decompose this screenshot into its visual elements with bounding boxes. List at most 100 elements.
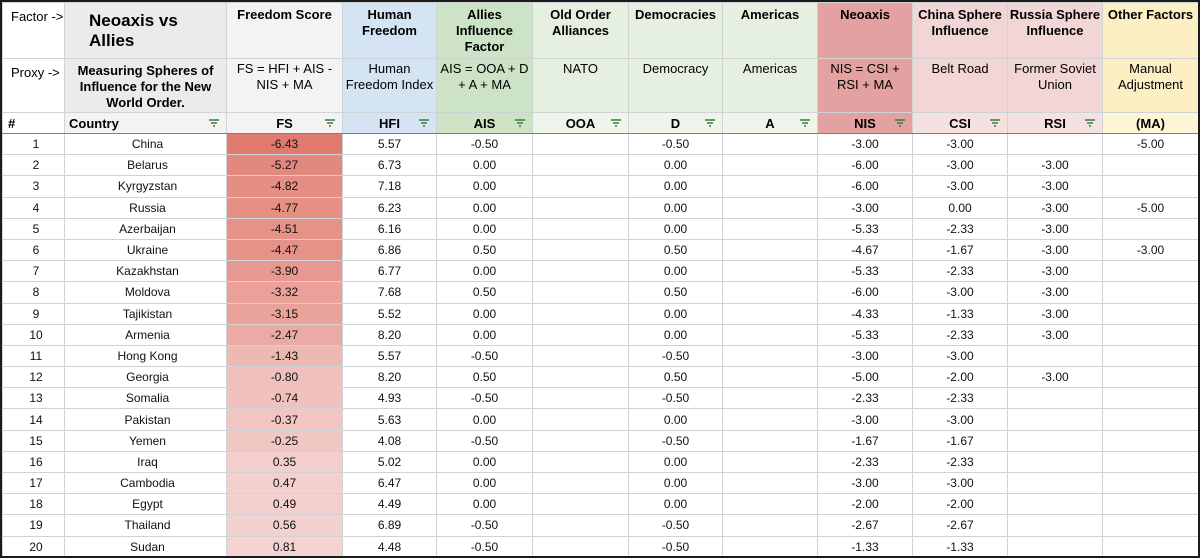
csi-cell[interactable]: -2.33 <box>912 323 1008 346</box>
nis-cell[interactable]: -6.00 <box>817 281 913 304</box>
ooa-cell[interactable] <box>532 154 629 177</box>
country-cell[interactable]: Ukraine <box>64 238 227 262</box>
proxy-fs[interactable]: FS = HFI + AIS - NIS + MA <box>226 58 343 113</box>
row-number[interactable]: 14 <box>2 408 65 431</box>
a-cell[interactable] <box>722 302 818 325</box>
nis-cell[interactable]: -2.00 <box>817 493 913 516</box>
csi-cell[interactable]: -2.33 <box>912 450 1008 474</box>
fs-cell[interactable]: -5.27 <box>226 154 343 177</box>
ma-cell[interactable] <box>1102 429 1198 452</box>
fs-cell[interactable]: 0.81 <box>226 535 343 556</box>
a-cell[interactable] <box>722 154 818 177</box>
ooa-cell[interactable] <box>532 344 629 368</box>
a-header[interactable]: A <box>722 112 818 134</box>
proxy-csi[interactable]: Belt Road <box>912 58 1008 113</box>
a-cell[interactable] <box>722 175 818 198</box>
fs-cell[interactable]: -0.80 <box>226 366 343 389</box>
fs-cell[interactable]: -0.74 <box>226 387 343 410</box>
row-number[interactable]: 4 <box>2 196 65 219</box>
a-cell[interactable] <box>722 260 818 283</box>
fs-cell[interactable]: -6.43 <box>226 132 343 156</box>
a-cell[interactable] <box>722 238 818 262</box>
country-cell[interactable]: Iraq <box>64 450 227 474</box>
rsi-cell[interactable]: -3.00 <box>1007 281 1103 304</box>
fs-cell[interactable]: -3.32 <box>226 281 343 304</box>
factor-a[interactable]: Americas <box>722 2 818 59</box>
proxy-d[interactable]: Democracy <box>628 58 723 113</box>
row-number[interactable]: 3 <box>2 175 65 198</box>
hfi-cell[interactable]: 6.16 <box>342 217 437 240</box>
ooa-cell[interactable] <box>532 281 629 304</box>
fs-cell[interactable]: 0.49 <box>226 493 343 516</box>
nis-cell[interactable]: -1.67 <box>817 429 913 452</box>
csi-cell[interactable]: -2.33 <box>912 387 1008 410</box>
country-cell[interactable]: Azerbaijan <box>64 217 227 240</box>
hfi-cell[interactable]: 7.68 <box>342 281 437 304</box>
rsi-cell[interactable]: -3.00 <box>1007 260 1103 283</box>
row-number[interactable]: 20 <box>2 535 65 556</box>
ais-cell[interactable]: 0.00 <box>436 408 533 431</box>
filter-icon[interactable] <box>1084 118 1096 128</box>
nis-cell[interactable]: -4.33 <box>817 302 913 325</box>
rsi-cell[interactable]: -3.00 <box>1007 366 1103 389</box>
ooa-cell[interactable] <box>532 514 629 537</box>
proxy-nis[interactable]: NIS = CSI + RSI + MA <box>817 58 913 113</box>
row-number[interactable]: 5 <box>2 217 65 240</box>
country-cell[interactable]: Moldova <box>64 281 227 304</box>
ma-cell[interactable] <box>1102 281 1198 304</box>
a-cell[interactable] <box>722 366 818 389</box>
hfi-cell[interactable]: 5.57 <box>342 344 437 368</box>
ma-cell[interactable] <box>1102 344 1198 368</box>
country-cell[interactable]: Hong Kong <box>64 344 227 368</box>
filter-icon[interactable] <box>208 118 220 128</box>
ooa-cell[interactable] <box>532 429 629 452</box>
sheet-subtitle[interactable]: Measuring Spheres of Influence for the N… <box>64 58 227 113</box>
ais-cell[interactable]: 0.00 <box>436 260 533 283</box>
country-cell[interactable]: Sudan <box>64 535 227 556</box>
a-cell[interactable] <box>722 535 818 556</box>
sheet-title[interactable]: Neoaxis vs Allies <box>64 2 227 59</box>
ooa-cell[interactable] <box>532 175 629 198</box>
rsi-cell[interactable] <box>1007 132 1103 156</box>
ma-cell[interactable] <box>1102 514 1198 537</box>
rsi-cell[interactable]: -3.00 <box>1007 238 1103 262</box>
fs-cell[interactable]: -4.82 <box>226 175 343 198</box>
rsi-cell[interactable] <box>1007 450 1103 474</box>
ma-cell[interactable] <box>1102 387 1198 410</box>
ais-header[interactable]: AIS <box>436 112 533 134</box>
nis-cell[interactable]: -5.33 <box>817 260 913 283</box>
rsi-cell[interactable] <box>1007 387 1103 410</box>
ooa-cell[interactable] <box>532 323 629 346</box>
hfi-cell[interactable]: 4.48 <box>342 535 437 556</box>
fs-cell[interactable]: -0.25 <box>226 429 343 452</box>
filter-icon[interactable] <box>799 118 811 128</box>
ma-cell[interactable] <box>1102 323 1198 346</box>
ma-cell[interactable] <box>1102 154 1198 177</box>
country-cell[interactable]: Somalia <box>64 387 227 410</box>
factor-ma[interactable]: Other Factors <box>1102 2 1198 59</box>
ooa-cell[interactable] <box>532 132 629 156</box>
rsi-cell[interactable]: -3.00 <box>1007 217 1103 240</box>
ma-cell[interactable] <box>1102 450 1198 474</box>
ooa-cell[interactable] <box>532 196 629 219</box>
ma-cell[interactable] <box>1102 302 1198 325</box>
a-cell[interactable] <box>722 471 818 495</box>
proxy-ais[interactable]: AIS = OOA + D + A + MA <box>436 58 533 113</box>
ooa-cell[interactable] <box>532 493 629 516</box>
filter-icon[interactable] <box>418 118 430 128</box>
nis-cell[interactable]: -3.00 <box>817 344 913 368</box>
hfi-cell[interactable]: 8.20 <box>342 366 437 389</box>
ais-cell[interactable]: 0.50 <box>436 366 533 389</box>
fs-cell[interactable]: 0.56 <box>226 514 343 537</box>
hfi-cell[interactable]: 4.93 <box>342 387 437 410</box>
filter-icon[interactable] <box>324 118 336 128</box>
fs-cell[interactable]: -4.51 <box>226 217 343 240</box>
csi-cell[interactable]: -3.00 <box>912 175 1008 198</box>
ais-cell[interactable]: -0.50 <box>436 132 533 156</box>
fs-cell[interactable]: -2.47 <box>226 323 343 346</box>
nis-cell[interactable]: -3.00 <box>817 408 913 431</box>
ais-cell[interactable]: -0.50 <box>436 344 533 368</box>
ma-cell[interactable] <box>1102 217 1198 240</box>
ais-cell[interactable]: 0.00 <box>436 493 533 516</box>
ais-cell[interactable]: -0.50 <box>436 535 533 556</box>
